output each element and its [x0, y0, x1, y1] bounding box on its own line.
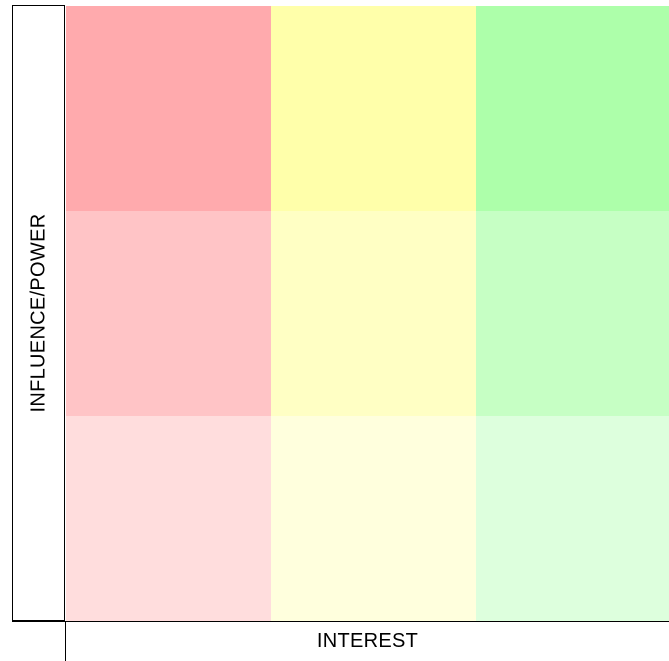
cell-medium-low [66, 211, 271, 416]
cell-high-high [476, 6, 669, 211]
cell-low-high [476, 416, 669, 621]
x-axis-label: INTEREST [316, 630, 419, 652]
matrix-grid [66, 6, 669, 621]
cell-low-low [66, 416, 271, 621]
cell-high-low [66, 6, 271, 211]
x-axis-line [12, 621, 669, 622]
y-axis-label: INFLUENCE/POWER [27, 213, 49, 413]
cell-high-medium [271, 6, 476, 211]
cell-low-medium [271, 416, 476, 621]
y-axis-box: INFLUENCE/POWER [12, 5, 65, 621]
cell-medium-medium [271, 211, 476, 416]
cell-medium-high [476, 211, 669, 416]
x-axis-tick [65, 621, 66, 661]
